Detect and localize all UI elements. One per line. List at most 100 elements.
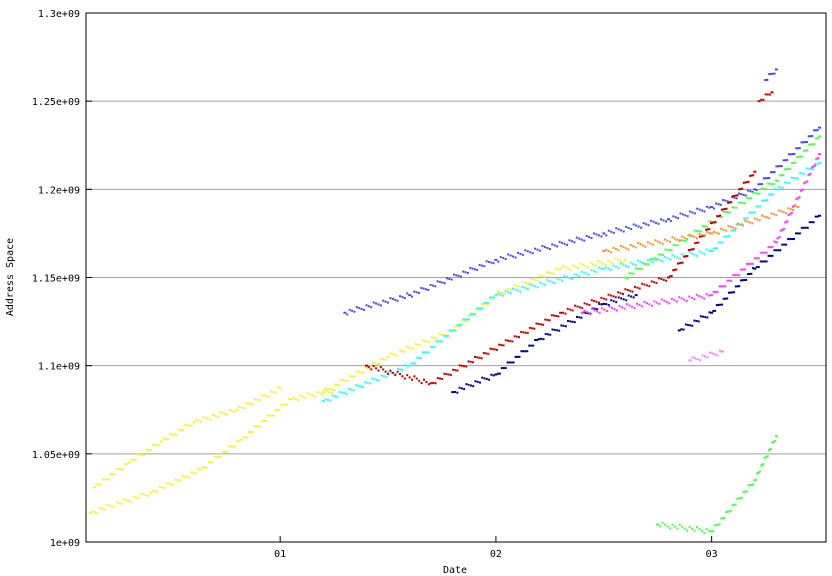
data-point <box>253 425 256 428</box>
data-point <box>448 329 451 332</box>
data-point <box>725 207 728 210</box>
data-point <box>163 486 166 489</box>
data-point <box>758 192 761 195</box>
data-point <box>748 197 751 200</box>
data-point <box>672 215 675 218</box>
data-point <box>695 229 698 232</box>
data-point <box>716 215 719 218</box>
data-point <box>226 413 229 416</box>
data-point <box>185 475 188 478</box>
data-point <box>695 237 698 240</box>
data-point <box>399 373 402 376</box>
data-point <box>401 375 404 378</box>
data-point <box>728 510 731 513</box>
data-point <box>534 278 537 281</box>
data-point <box>504 292 507 295</box>
data-point <box>96 511 99 514</box>
data-point <box>313 395 316 398</box>
data-point <box>562 311 565 314</box>
data-point <box>782 211 785 214</box>
data-point <box>670 275 673 278</box>
data-point <box>700 529 703 532</box>
data-point <box>429 283 432 286</box>
data-point <box>433 336 436 339</box>
data-point <box>93 486 97 489</box>
data-point <box>403 297 406 300</box>
data-point <box>805 180 808 183</box>
data-point <box>629 244 632 247</box>
data-point <box>149 491 153 494</box>
data-point <box>514 355 517 358</box>
data-point <box>771 441 774 444</box>
data-point <box>700 296 703 299</box>
data-point <box>513 335 516 338</box>
data-point <box>710 220 713 223</box>
data-point <box>488 378 491 381</box>
data-point <box>242 407 245 410</box>
data-point <box>471 267 474 270</box>
data-point <box>634 246 637 249</box>
data-point <box>524 286 527 289</box>
data-point <box>280 403 283 406</box>
data-point <box>288 398 291 401</box>
data-point <box>697 241 700 244</box>
data-point <box>685 239 688 242</box>
data-point <box>704 316 707 319</box>
data-point <box>705 230 708 233</box>
data-point <box>235 408 239 411</box>
data-point <box>712 247 715 250</box>
data-point <box>353 375 356 378</box>
data-point <box>421 339 424 342</box>
data-point <box>132 458 135 461</box>
data-point <box>483 302 486 305</box>
data-point <box>506 361 509 364</box>
data-point <box>520 350 523 353</box>
data-point <box>551 243 554 246</box>
data-point <box>499 291 502 294</box>
series-1 <box>93 386 282 489</box>
data-point <box>741 223 744 226</box>
data-point <box>452 329 455 332</box>
data-point <box>792 176 795 179</box>
data-point <box>693 212 696 215</box>
data-point <box>375 367 378 370</box>
data-point <box>494 294 498 297</box>
data-point <box>321 391 325 394</box>
data-point <box>674 244 677 247</box>
data-point <box>816 137 819 140</box>
data-point <box>626 289 629 292</box>
data-point <box>566 307 569 310</box>
data-point <box>475 308 478 311</box>
data-point <box>813 129 816 132</box>
data-point <box>396 299 399 302</box>
data-point <box>536 248 539 251</box>
data-point <box>764 199 767 202</box>
data-point <box>569 308 572 311</box>
data-point <box>666 525 669 528</box>
data-point <box>718 285 721 288</box>
data-point <box>684 214 687 217</box>
data-point <box>561 279 564 282</box>
data-point <box>366 381 369 384</box>
data-point <box>711 221 714 224</box>
data-point <box>580 316 583 319</box>
data-point <box>483 377 486 380</box>
data-point <box>726 200 729 203</box>
data-point <box>597 234 600 237</box>
data-point <box>465 365 468 368</box>
data-point <box>723 516 726 519</box>
data-point <box>463 365 466 368</box>
data-point <box>729 211 732 214</box>
data-point <box>714 290 717 293</box>
data-point <box>541 282 544 285</box>
data-point <box>767 449 770 452</box>
data-point <box>805 167 808 170</box>
data-point <box>671 523 674 526</box>
data-point <box>673 299 676 302</box>
data-point <box>156 490 159 493</box>
data-point <box>710 250 714 253</box>
data-point <box>301 395 304 398</box>
data-point <box>518 285 521 288</box>
data-point <box>728 235 731 238</box>
